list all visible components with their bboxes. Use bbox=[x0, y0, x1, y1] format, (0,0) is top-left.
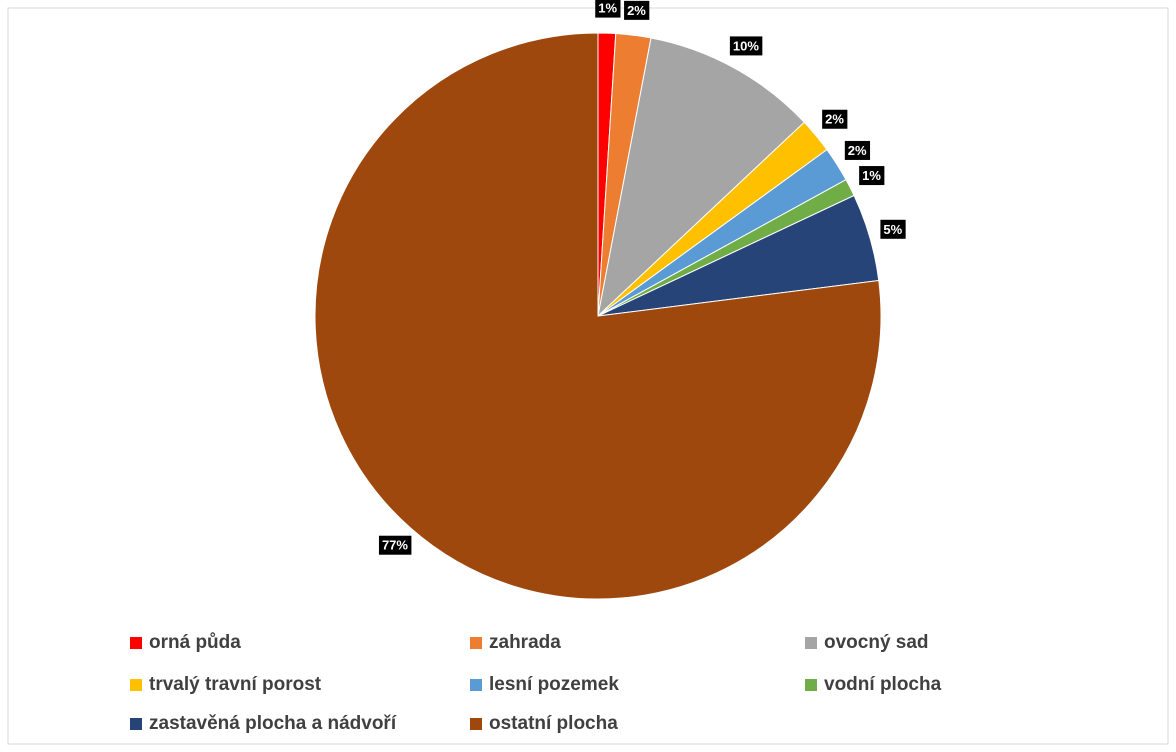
data-label-box bbox=[859, 166, 885, 186]
legend-swatch bbox=[130, 679, 142, 691]
data-label: 5% bbox=[880, 219, 906, 239]
legend-label: zahrada bbox=[489, 632, 561, 653]
data-label-text: 10% bbox=[733, 38, 759, 53]
pie-slice bbox=[314, 32, 882, 600]
legend-label: ovocný sad bbox=[824, 632, 929, 653]
legend-swatch bbox=[805, 637, 817, 649]
data-label-text: 1% bbox=[598, 1, 617, 16]
data-label-text: 2% bbox=[848, 143, 867, 158]
legend-label: zastavěná plocha a nádvoří bbox=[149, 713, 397, 734]
data-label: 77% bbox=[378, 535, 412, 555]
data-label-box bbox=[624, 0, 650, 20]
legend-swatch bbox=[470, 679, 482, 691]
data-label: 2% bbox=[624, 0, 650, 20]
data-label-text: 77% bbox=[382, 538, 408, 553]
data-label-box bbox=[844, 140, 871, 160]
data-label: 10% bbox=[729, 36, 763, 56]
data-label: 2% bbox=[844, 140, 871, 160]
legend-swatch bbox=[130, 718, 142, 730]
data-label: 1% bbox=[859, 166, 885, 186]
legend-swatch bbox=[805, 679, 817, 691]
legend-swatch bbox=[130, 637, 142, 649]
data-label-box bbox=[595, 0, 621, 18]
legend-label: orná půda bbox=[149, 632, 241, 653]
pie-slice bbox=[597, 37, 806, 318]
legend-label: lesní pozemek bbox=[489, 674, 619, 695]
data-label-text: 5% bbox=[883, 222, 902, 237]
legend-swatch bbox=[470, 718, 482, 730]
data-label-box bbox=[822, 109, 848, 129]
legend-label: trvalý travní porost bbox=[149, 674, 322, 695]
data-label-box bbox=[378, 535, 412, 555]
data-label-text: 2% bbox=[627, 3, 646, 18]
data-label-box bbox=[729, 36, 763, 56]
legend-label: ostatní plocha bbox=[489, 713, 618, 734]
data-label: 1% bbox=[595, 0, 621, 18]
data-label-box bbox=[880, 219, 906, 239]
data-label-text: 2% bbox=[825, 112, 844, 127]
legend-swatch bbox=[470, 637, 482, 649]
legend-label: vodní plocha bbox=[824, 674, 942, 695]
data-label: 2% bbox=[822, 109, 848, 129]
data-label-text: 1% bbox=[862, 168, 881, 183]
